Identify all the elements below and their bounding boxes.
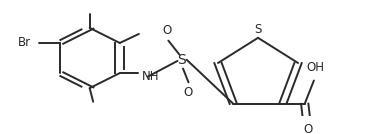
Text: NH: NH	[142, 70, 159, 83]
Text: O: O	[162, 24, 171, 37]
Text: S: S	[177, 53, 186, 67]
Text: O: O	[303, 123, 312, 134]
Text: S: S	[254, 23, 262, 36]
Text: O: O	[184, 86, 193, 99]
Text: Br: Br	[18, 36, 31, 49]
Text: OH: OH	[307, 61, 325, 74]
